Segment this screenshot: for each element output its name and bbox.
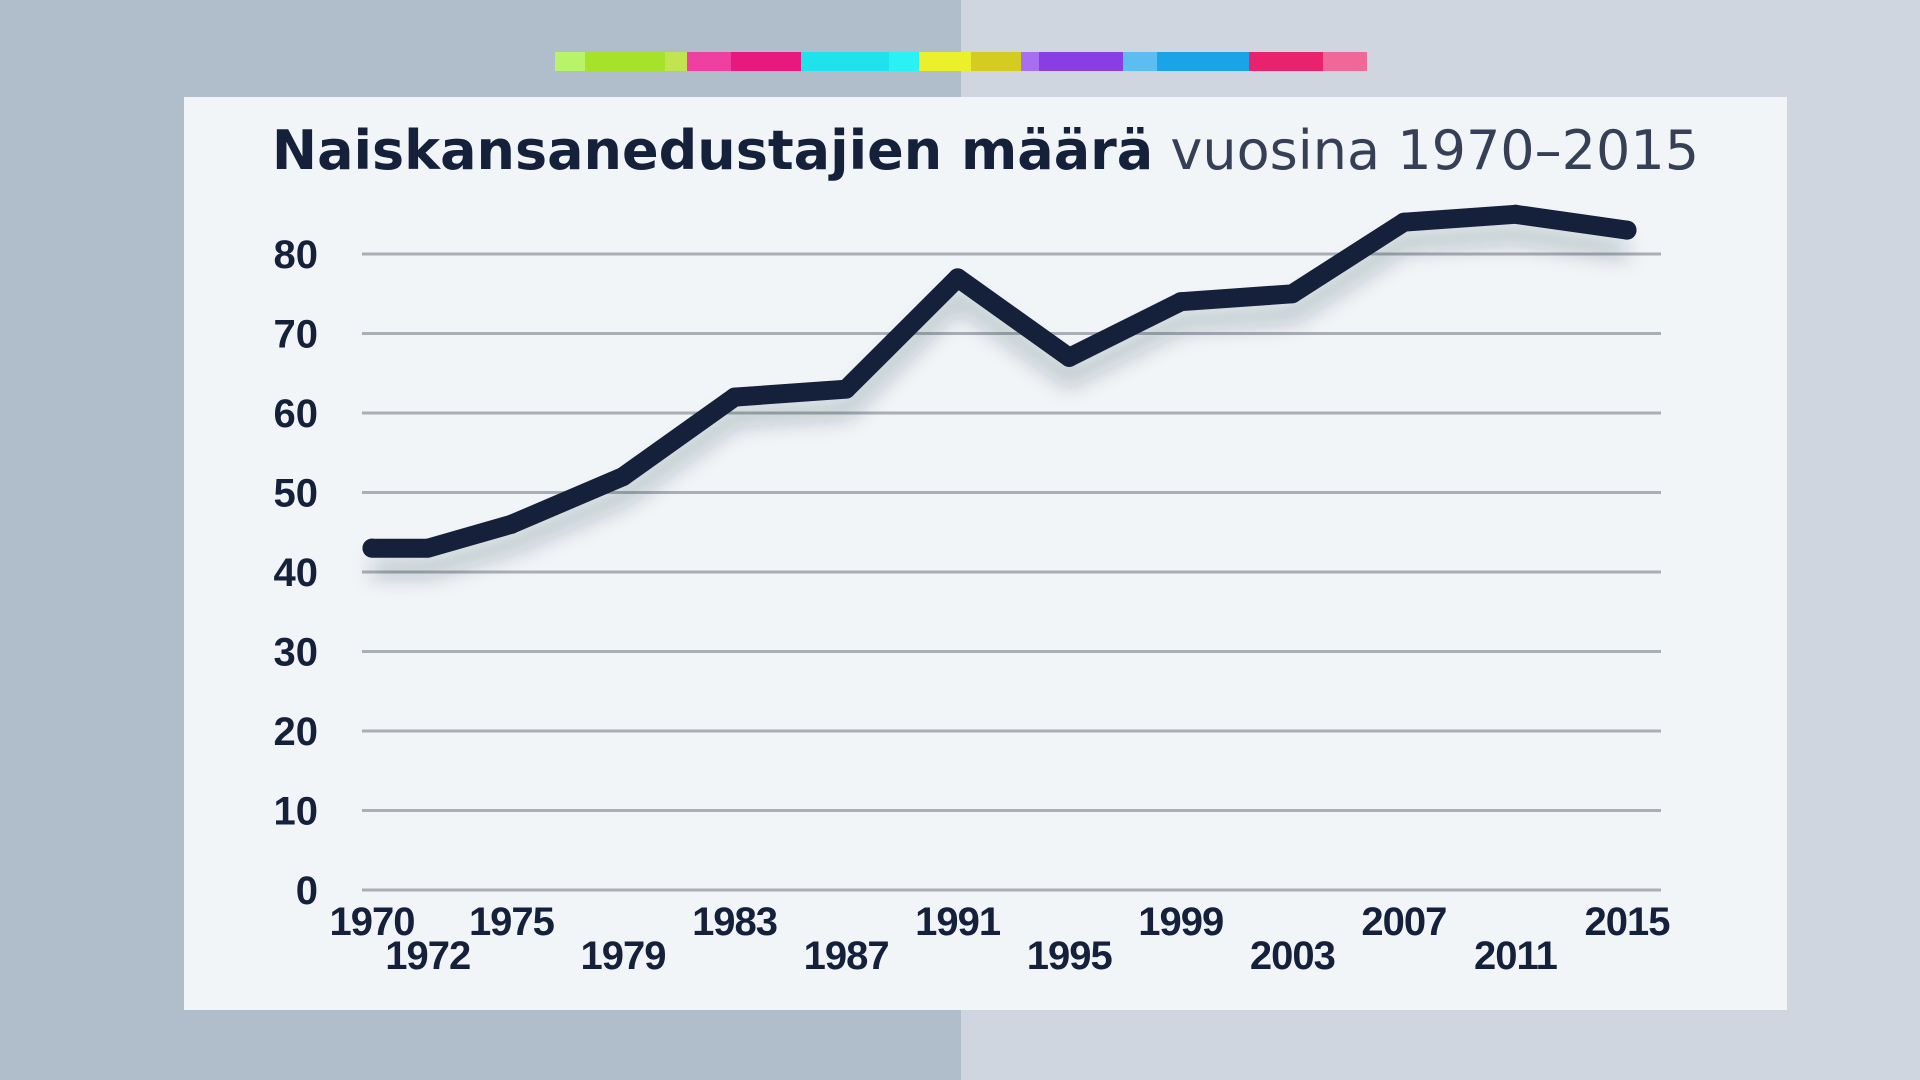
y-tick-label: 10 <box>274 790 319 834</box>
color-strip <box>555 52 1371 71</box>
color-strip-segment <box>1039 52 1123 71</box>
x-tick-label: 2003 <box>1250 934 1335 978</box>
x-tick-label: 1995 <box>1027 934 1113 978</box>
color-strip-segment <box>1249 52 1323 71</box>
x-tick-label: 1975 <box>469 900 555 944</box>
x-tick-label: 2011 <box>1474 934 1558 978</box>
y-tick-label: 0 <box>296 869 318 913</box>
y-tick-label: 70 <box>274 313 319 357</box>
color-strip-segment <box>889 52 919 71</box>
color-strip-segment <box>555 52 585 71</box>
chart-title-bold: Naiskansanedustajien määrä <box>271 119 1154 182</box>
data-point <box>1505 204 1525 224</box>
data-point <box>1282 284 1302 304</box>
color-strip-segment <box>919 52 971 71</box>
data-point <box>1617 220 1637 240</box>
color-strip-segment <box>1021 52 1039 71</box>
data-point <box>418 538 438 558</box>
data-point <box>1171 292 1191 312</box>
color-strip-segment <box>801 52 889 71</box>
data-point <box>1059 347 1079 367</box>
data-point <box>948 268 968 288</box>
color-strip-segment <box>1157 52 1249 71</box>
y-tick-label: 20 <box>274 710 319 754</box>
color-strip-segment <box>731 52 801 71</box>
y-tick-label: 40 <box>274 551 319 595</box>
data-point <box>836 379 856 399</box>
data-point <box>725 387 745 407</box>
x-tick-label: 1987 <box>804 934 889 978</box>
data-point <box>613 467 633 487</box>
x-tick-label: 1983 <box>692 900 777 944</box>
y-tick-label: 30 <box>274 631 319 675</box>
y-tick-label: 60 <box>274 392 319 436</box>
color-strip-segment <box>585 52 665 71</box>
color-strip-segment <box>1123 52 1157 71</box>
color-strip-segment <box>1323 52 1367 71</box>
x-tick-label: 1972 <box>385 934 470 978</box>
chart-title: Naiskansanedustajien määrä vuosina 1970–… <box>184 119 1787 182</box>
x-tick-label: 2015 <box>1585 900 1671 944</box>
x-tick-label: 2007 <box>1361 900 1446 944</box>
series-line <box>362 204 1637 558</box>
y-tick-label: 50 <box>274 472 319 516</box>
data-point <box>1394 212 1414 232</box>
x-tick-label: 1999 <box>1138 900 1223 944</box>
series-line-shadow <box>372 224 1629 579</box>
x-tick-label: 1970 <box>330 900 415 944</box>
y-tick-label: 80 <box>274 233 319 277</box>
x-tick-label: 1979 <box>581 934 666 978</box>
color-strip-segment <box>971 52 1021 71</box>
color-strip-segment <box>687 52 731 71</box>
data-point <box>362 538 382 558</box>
color-strip-segment <box>665 52 687 71</box>
x-tick-label: 1991 <box>915 900 1001 944</box>
chart-title-light: vuosina 1970–2015 <box>1170 119 1700 182</box>
data-point <box>501 514 521 534</box>
chart-card: Naiskansanedustajien määrä vuosina 1970–… <box>184 97 1787 1010</box>
